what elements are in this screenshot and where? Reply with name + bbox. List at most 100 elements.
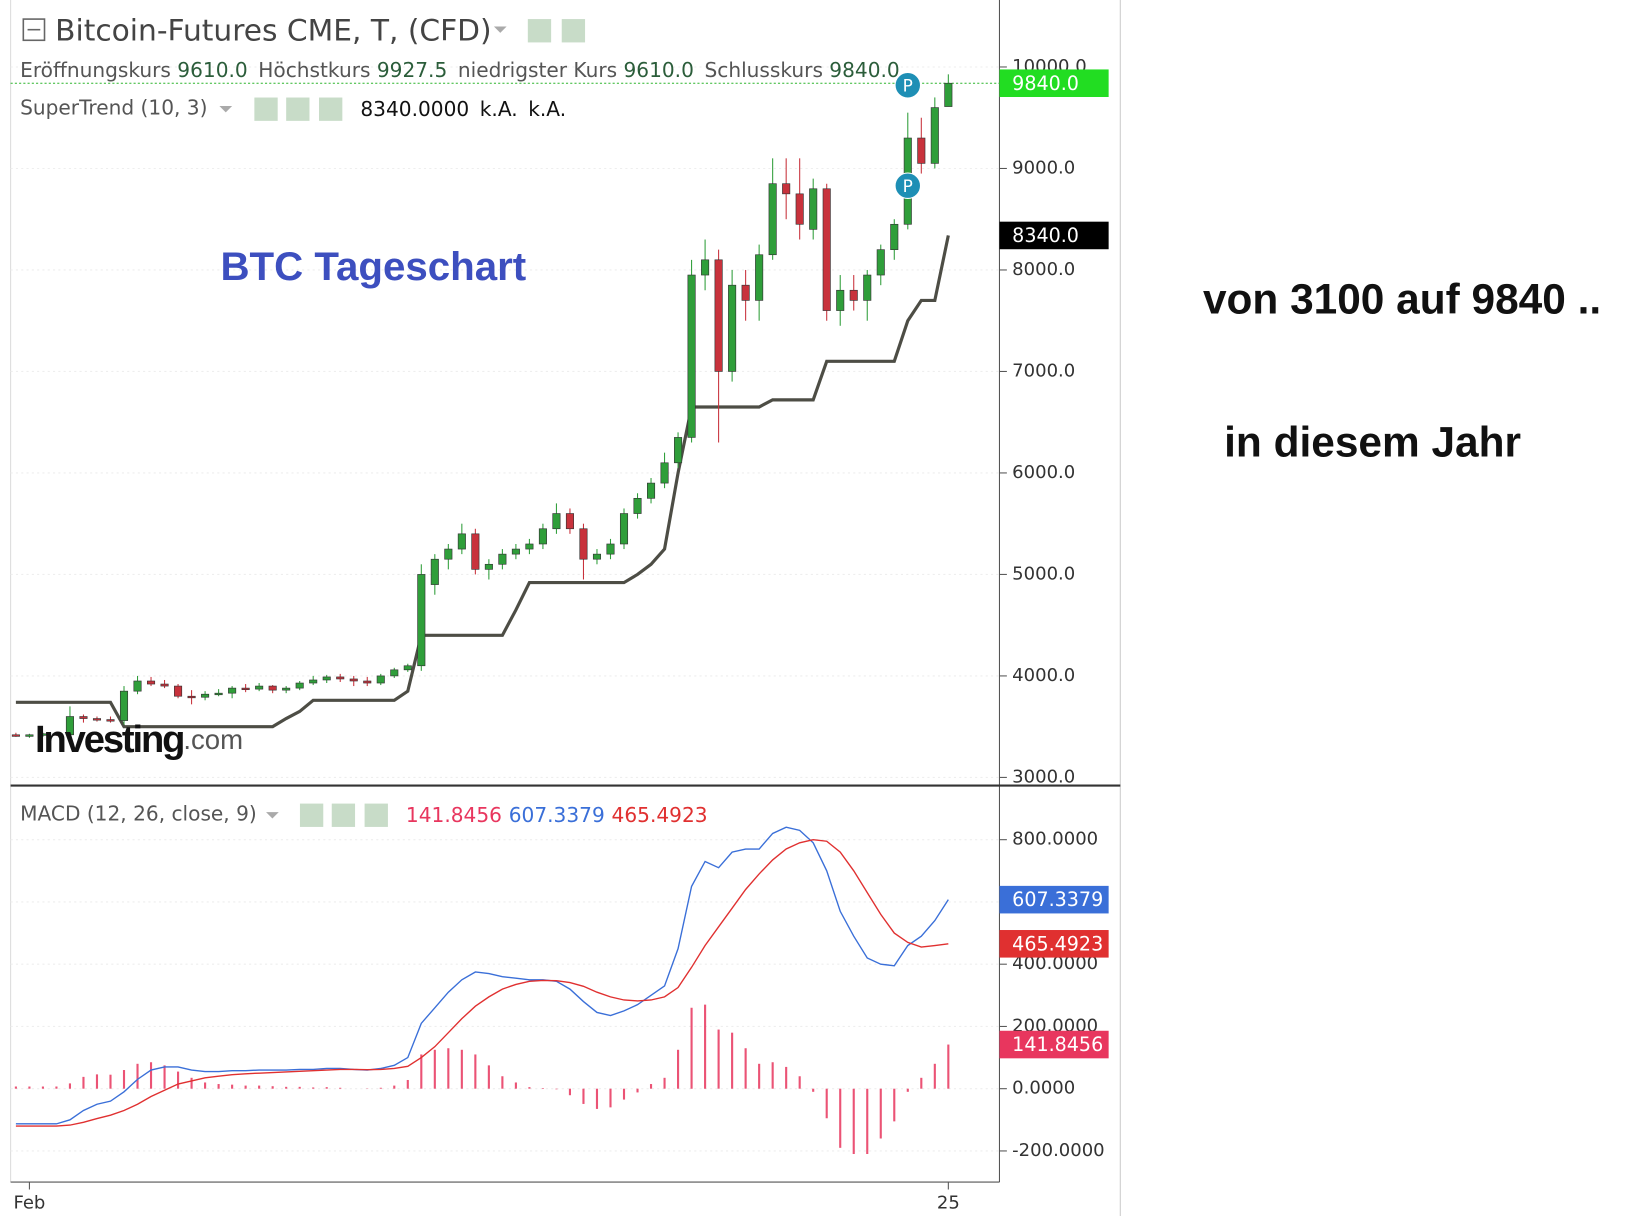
candle-body [106,719,115,722]
y-tick-label: 5000.0 [1012,563,1075,584]
y-tick-label: 400.0000 [1012,953,1098,974]
candle-body [38,733,47,736]
candle-body [768,183,777,256]
macd-legend-value: 607.3379 [509,803,605,827]
gear-icon[interactable] [331,803,356,827]
candle-body [538,528,547,545]
candle-body [52,733,61,736]
candle-body [268,685,277,691]
indicator-name: SuperTrend (10, 3) [20,96,207,120]
candle-body [403,665,412,671]
pivot-marker-label: P [903,176,913,196]
dropdown-arrow[interactable] [493,26,507,33]
candle-body [363,680,372,684]
macd-legend-value: 465.4923 [612,803,708,827]
candle-body [119,690,129,721]
candle-body [309,679,318,684]
pivot-marker [894,172,922,199]
macd-line [15,826,949,1125]
legend-label: Eröffnungskurs [20,58,171,82]
comment: in diesem Jahr [1224,418,1521,465]
annotation: BTC Tageschart [220,244,526,289]
candle-body [187,695,196,699]
candle-body [890,223,899,250]
candle-body [322,676,331,681]
close-icon[interactable] [319,97,343,121]
close-icon[interactable] [364,803,388,827]
candle-body [863,274,872,301]
candle-body [201,693,210,698]
candle-body [552,513,561,530]
candle-body [836,289,845,311]
candle-body [457,533,466,550]
candle-body [11,734,20,737]
y-tick-label: 800.0000 [1012,829,1098,850]
legend-value: 9840.0 [829,58,899,82]
watermark: Investing.com [35,718,243,761]
y-tick-label: 3000.0 [1012,766,1075,787]
candle-body [687,274,696,438]
gear-icon[interactable] [286,97,310,121]
dropdown-arrow[interactable] [219,106,233,113]
candle-body [498,553,507,565]
y-tick-label: 0.0000 [1012,1078,1075,1099]
pivot-marker [894,71,922,99]
candle-body [525,543,534,550]
candle-body [417,574,426,667]
candle-body [390,669,399,677]
candle-body [714,259,723,372]
candle-body [160,683,169,687]
candle-body [444,548,453,560]
supertrend-line [15,235,950,729]
legend-label: niedrigster Kurs [458,58,617,82]
candle-body [255,685,264,690]
supertrend-badge: 8340.0 [1012,225,1079,247]
y-tick-label: 7000.0 [1012,360,1075,381]
ohlc-legend: Eröffnungskurs 9610.0 Höchstkurs 9927.5 nied… [20,58,900,82]
macd-line [15,838,949,1127]
y-tick-label: 6000.0 [1012,462,1075,483]
candle-body [79,716,88,719]
candle-body [849,289,858,301]
candle-body [349,678,358,682]
candle-body [295,682,304,689]
supertrend-badge-bg [999,221,1109,250]
legend-label: Schlusskurs [704,58,822,82]
candle-body [633,497,642,514]
candle-body [809,188,818,230]
y-tick-label: 9000.0 [1012,157,1075,178]
pivot-marker-label: P [903,75,913,95]
eye-icon[interactable] [254,97,278,121]
candle-body [755,254,764,301]
candle-body [674,437,683,464]
candle-body [930,107,939,164]
candle-body [647,482,656,499]
candle-body [606,543,615,555]
indicator-value: 8340.0000 [360,97,469,121]
dropdown-arrow[interactable] [266,812,279,819]
collapse-icon[interactable] [22,18,46,42]
legend-value: 9610.0 [177,58,247,82]
candle-body [565,513,574,530]
eye-icon[interactable] [527,19,552,43]
candle-body [782,183,791,195]
macd-badge-bg [999,930,1109,958]
candle-body [336,676,345,680]
macd-badge: 607.3379 [1012,889,1103,911]
gear-icon[interactable] [561,19,586,43]
candle-body [511,548,520,555]
candle-body [241,687,250,691]
x-tick-label: 25 [937,1192,960,1213]
macd-badge-bg [999,885,1109,914]
y-tick-label: -200.0000 [1012,1140,1104,1161]
overlay: Eröffnungskurs 9610.0 Höchstkurs 9927.5 nied… [20,58,1109,1059]
y-tick-label: 4000.0 [1012,665,1075,686]
candle-body [65,716,74,736]
candle-body [619,513,629,545]
candle-body [174,685,183,697]
watermark-main: Investing [35,718,183,761]
eye-icon[interactable] [299,803,324,827]
candle-body [592,553,602,560]
